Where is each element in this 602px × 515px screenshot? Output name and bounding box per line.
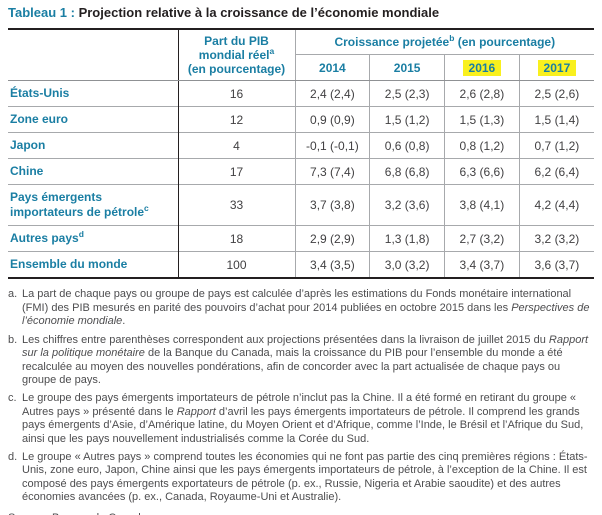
footnote-d: d. Le groupe « Autres pays » comprend tou… <box>8 451 594 505</box>
footnote-b: b. Les chiffres entre parenthèses corresp… <box>8 334 594 388</box>
growth-value-cell: 3,6 (3,7) <box>518 251 595 279</box>
table-row: États-Unis 16 2,4 (2,4) 2,5 (2,3) 2,6 (2,8) 2… <box>8 80 595 107</box>
gdp-share-cell: 100 <box>177 251 295 279</box>
source-line: Source : Banque du Canada <box>8 512 594 515</box>
gdp-share-cell: 16 <box>177 80 295 107</box>
growth-value-cell: 3,4 (3,7) <box>444 251 520 279</box>
growth-value-cell: 2,5 (2,3) <box>369 80 445 107</box>
table-row: Zone euro 12 0,9 (0,9) 1,5 (1,2) 1,5 (1,3) 1,… <box>8 106 595 133</box>
growth-value-cell: 3,0 (3,2) <box>369 251 445 279</box>
footnote-text: Le groupe « Autres pays » comprend toute… <box>22 450 588 504</box>
table-row: Autres paysd 18 2,9 (2,9) 1,3 (1,8) 2,7 (3,2… <box>8 225 595 252</box>
year-column-header: 2015 <box>369 54 445 82</box>
table-row: Pays émergents importateurs de pétrolec 3… <box>8 184 595 226</box>
region-name-cell: Zone euro <box>8 106 178 133</box>
italic-publication-title: Rapport <box>176 405 216 418</box>
region-name-cell: Autres paysd <box>8 225 178 252</box>
share-header-line2: mondial réela <box>198 46 275 63</box>
table-number-label: Tableau 1 : <box>8 5 75 20</box>
growth-value-cell: 3,4 (3,5) <box>294 251 370 279</box>
footnote-ref-b: b <box>449 32 455 43</box>
growth-group-header: Croissance projetéeb (en pourcentage) <box>294 29 595 55</box>
growth-value-cell: 1,5 (1,2) <box>369 106 445 133</box>
growth-value-cell: 4,2 (4,4) <box>518 184 595 226</box>
footnote-marker: d. <box>8 450 18 463</box>
year-column-header: 2014 <box>294 54 370 82</box>
table-title-text: Projection relative à la croissance de l… <box>78 5 440 20</box>
share-header-line1: Part du PIB <box>204 34 269 48</box>
growth-value-cell: 3,8 (4,1) <box>444 184 520 226</box>
gdp-share-cell: 4 <box>177 132 295 159</box>
region-name-cell: Japon <box>8 132 178 159</box>
region-name-cell: États-Unis <box>8 80 178 107</box>
growth-value-cell: 3,2 (3,6) <box>369 184 445 226</box>
region-name: Pays émergents importateurs de pétrole <box>10 190 145 220</box>
region-name: Japon <box>10 138 46 153</box>
footnote-text: Le groupe des pays émergents importateur… <box>22 392 584 445</box>
growth-value-cell: 1,5 (1,4) <box>518 106 595 133</box>
italic-publication-title: Perspectives de l’économie mondiale <box>22 301 590 328</box>
corner-empty-cell <box>8 29 178 81</box>
footnote-ref-a: a <box>269 46 275 57</box>
header-row-years: 2014 2015 2016 2017 <box>8 54 595 82</box>
header-row-groups: Part du PIB mondial réela (en pourcentag… <box>8 29 595 82</box>
growth-value-cell: 2,7 (3,2) <box>444 225 520 252</box>
footnote-a: a. La part de chaque pays ou groupe de pa… <box>8 288 594 328</box>
footnote-ref-c: c <box>144 203 149 214</box>
year-column-header: 2017 <box>518 54 595 82</box>
highlighted-year-label: 2017 <box>537 59 577 76</box>
table-title: Tableau 1 : Projection relative à la cro… <box>8 5 594 20</box>
growth-value-cell: 3,7 (3,8) <box>294 184 370 226</box>
table-row: Ensemble du monde 100 3,4 (3,5) 3,0 (3,2) 3,… <box>8 251 595 279</box>
year-label: 2015 <box>393 60 421 75</box>
region-name-cell: Ensemble du monde <box>8 251 178 279</box>
growth-value-cell: 3,2 (3,2) <box>518 225 595 252</box>
share-column-header: Part du PIB mondial réela (en pourcentag… <box>177 29 295 82</box>
projection-table: Part du PIB mondial réela (en pourcentag… <box>8 28 595 280</box>
region-name-cell: Chine <box>8 158 178 185</box>
footnote-text: La part de chaque pays ou groupe de pays… <box>22 288 590 328</box>
growth-value-cell: 2,4 (2,4) <box>294 80 370 107</box>
table-row: Chine 17 7,3 (7,4) 6,8 (6,8) 6,3 (6,6) 6,2 (6… <box>8 158 595 185</box>
region-name: Autres pays <box>10 231 79 246</box>
growth-value-cell: 2,6 (2,8) <box>444 80 520 107</box>
growth-value-cell: 2,5 (2,6) <box>518 80 595 107</box>
region-name: Chine <box>10 164 44 179</box>
footnote-ref-d: d <box>78 229 84 240</box>
growth-value-cell: 0,6 (0,8) <box>369 132 445 159</box>
growth-value-cell: 0,7 (1,2) <box>518 132 595 159</box>
growth-value-cell: 6,2 (6,4) <box>518 158 595 185</box>
growth-value-cell: 1,3 (1,8) <box>369 225 445 252</box>
growth-value-cell: 2,9 (2,9) <box>294 225 370 252</box>
year-label: 2014 <box>319 60 346 75</box>
growth-value-cell: 6,3 (6,6) <box>444 158 520 185</box>
footnote-c: c. Le groupe des pays émergents importate… <box>8 392 594 446</box>
footnote-marker: b. <box>8 333 18 346</box>
growth-value-cell: 1,5 (1,3) <box>444 106 520 133</box>
gdp-share-cell: 17 <box>177 158 295 185</box>
italic-publication-title: Rapport sur la politique monétaire <box>22 333 589 360</box>
footnote-marker: c. <box>8 392 17 405</box>
growth-value-cell: 6,8 (6,8) <box>369 158 445 185</box>
year-column-header: 2016 <box>444 54 520 82</box>
region-name: Zone euro <box>10 112 69 127</box>
footnote-text: Les chiffres entre parenthèses correspon… <box>22 333 589 386</box>
footnotes-block: a. La part de chaque pays ou groupe de pa… <box>8 288 594 504</box>
growth-value-cell: 7,3 (7,4) <box>294 158 370 185</box>
growth-value-cell: 0,9 (0,9) <box>294 106 370 133</box>
gdp-share-cell: 18 <box>177 225 295 252</box>
region-name-cell: Pays émergents importateurs de pétrolec <box>8 184 178 226</box>
gdp-share-cell: 33 <box>177 184 295 226</box>
region-name: États-Unis <box>10 86 70 101</box>
table-row: Japon 4 -0,1 (-0,1) 0,6 (0,8) 0,8 (1,2) 0,7 (… <box>8 132 595 159</box>
footnote-marker: a. <box>8 288 18 301</box>
region-name: Ensemble du monde <box>10 257 128 272</box>
gdp-share-cell: 12 <box>177 106 295 133</box>
share-header-line3: (en pourcentage) <box>187 62 286 77</box>
growth-value-cell: -0,1 (-0,1) <box>294 132 370 159</box>
highlighted-year-label: 2016 <box>462 59 502 76</box>
growth-value-cell: 0,8 (1,2) <box>444 132 520 159</box>
